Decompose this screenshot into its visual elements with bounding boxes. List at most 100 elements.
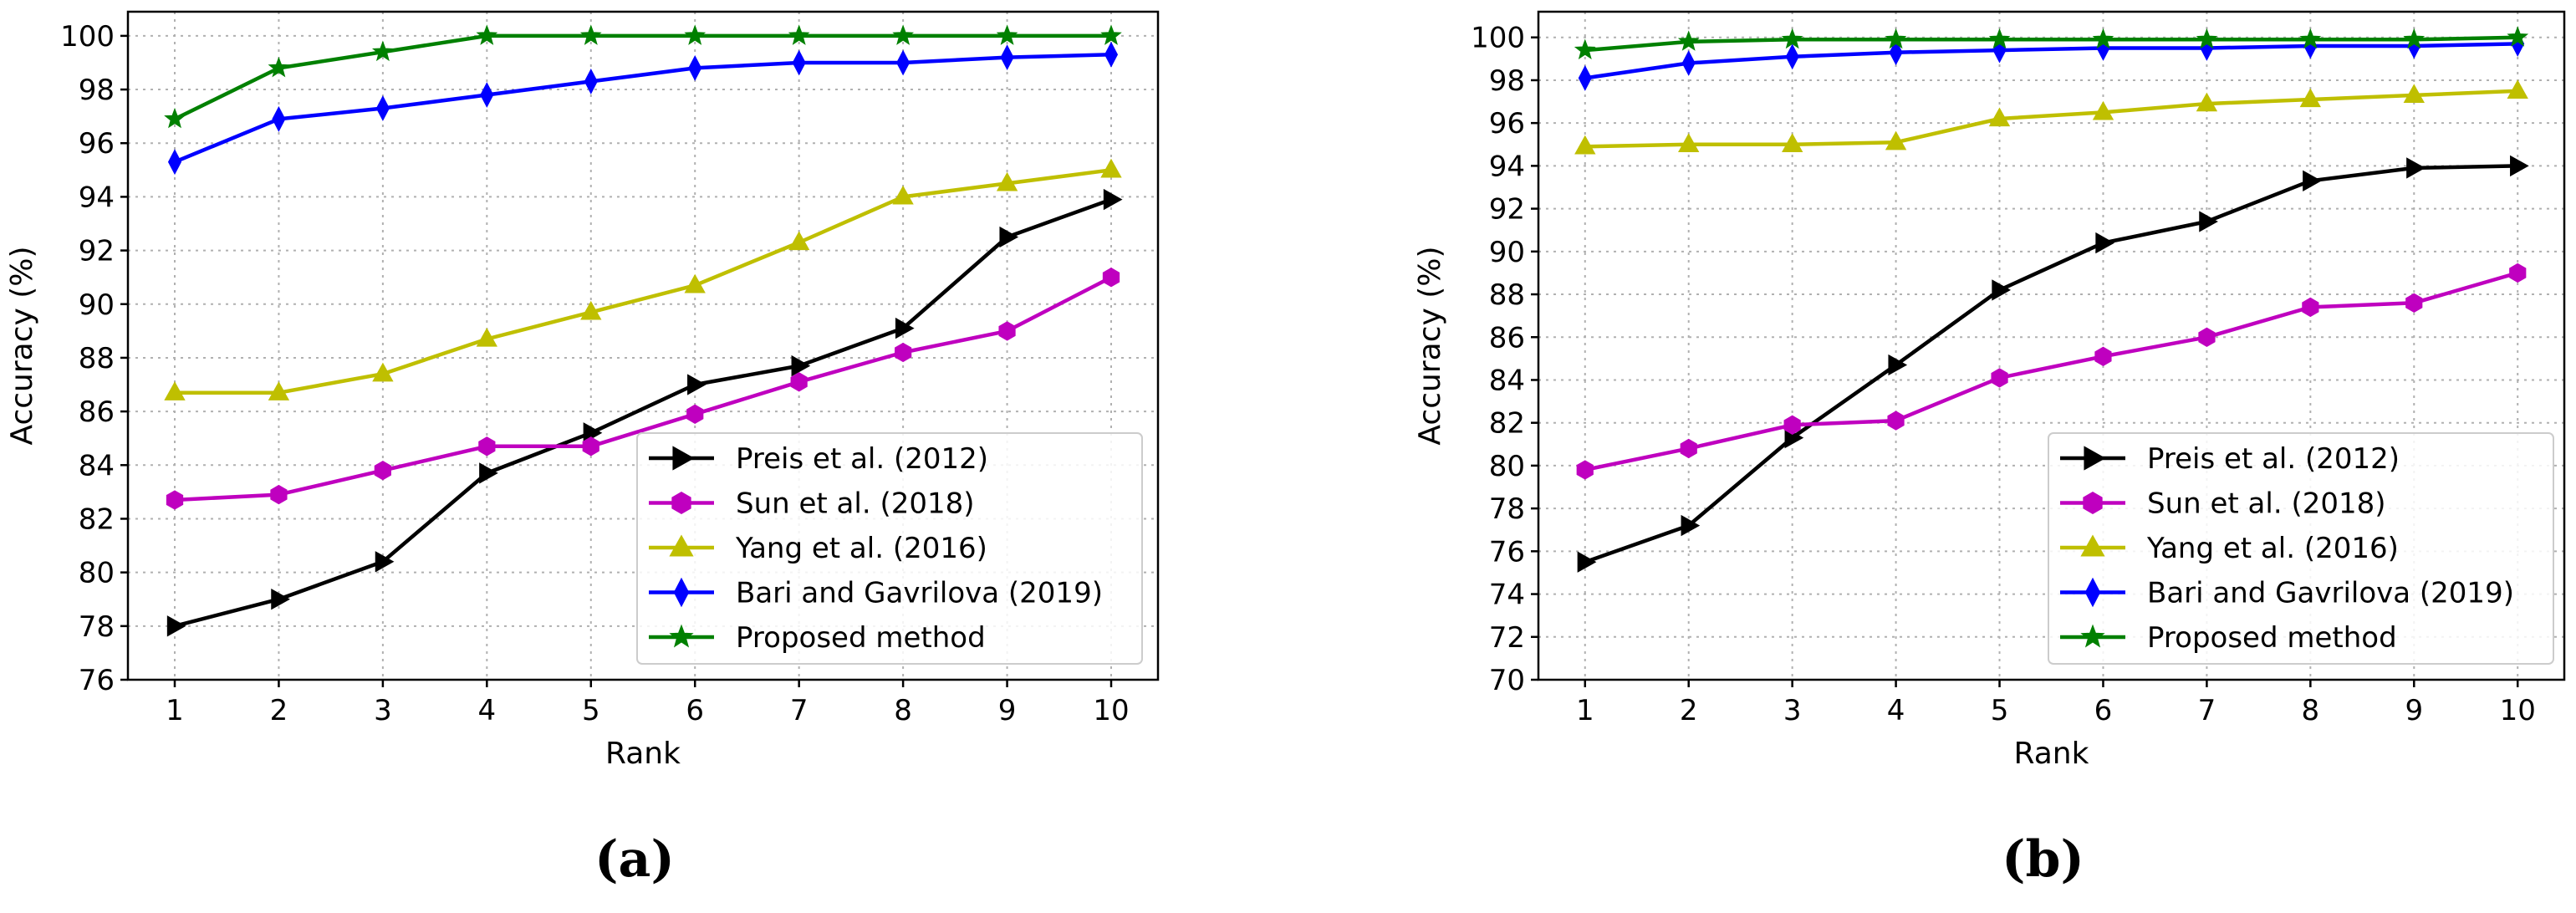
data-point [375, 551, 395, 573]
series-group [164, 24, 1123, 637]
x-tick-label: 8 [894, 694, 912, 727]
x-tick-label: 3 [374, 694, 392, 727]
legend-item: Proposed method [649, 621, 986, 655]
x-tick-label: 4 [478, 694, 497, 727]
data-point [1885, 28, 1907, 49]
panel-label: (a) [594, 830, 675, 889]
series-line [174, 53, 1112, 164]
data-point [2303, 170, 2322, 191]
data-point [1578, 64, 1592, 91]
data-point [2198, 327, 2216, 347]
data-point [2094, 346, 2112, 366]
y-tick-label: 82 [79, 502, 115, 536]
legend-box [2048, 432, 2554, 665]
data-point [1680, 438, 1697, 459]
legend-item: Preis et al. (2012) [649, 442, 988, 476]
legend-marker [2080, 624, 2105, 648]
legend: Preis et al. (2012) Sun et al. (2018) Yang… [2048, 432, 2554, 665]
data-point [2299, 88, 2321, 108]
data-point [2405, 293, 2423, 313]
data-point [998, 321, 1016, 341]
data-point [476, 327, 497, 347]
y-axis: 70 72 74 76 78 80 82 84 86 88 90 92 94 96 98 100 Accurac… [1413, 22, 1538, 697]
data-point [1988, 28, 2011, 49]
legend-label: Bari and Gavrilova (2019) [736, 577, 1103, 610]
data-point [1885, 130, 1907, 150]
data-point [1681, 50, 1696, 76]
series-preis [166, 188, 1123, 637]
data-point [2403, 84, 2425, 104]
x-tick-label: 9 [2405, 694, 2423, 727]
legend-marker [2084, 577, 2101, 608]
y-tick-label: 100 [1471, 22, 1525, 55]
series-yang [164, 158, 1122, 400]
legend-label: Proposed method [736, 621, 986, 655]
data-point [164, 107, 186, 129]
y-tick-label: 88 [79, 342, 115, 375]
y-tick-label: 88 [1489, 278, 1525, 312]
y-tick-label: 76 [79, 664, 115, 697]
x-tick-label: 1 [166, 694, 184, 727]
series-line [1584, 164, 2518, 564]
series-line [1584, 271, 2518, 472]
y-tick-label: 96 [1489, 107, 1525, 140]
data-point [480, 82, 494, 108]
y-tick-label: 76 [1489, 535, 1525, 569]
y-axis: 76 78 80 82 84 86 88 90 92 94 96 98 100 Accuracy (%) [5, 20, 128, 697]
data-point [1574, 38, 1596, 60]
data-point [374, 461, 391, 481]
data-point [2196, 28, 2218, 49]
x-axis-title: Rank [2014, 737, 2089, 771]
data-point [684, 273, 706, 293]
y-tick-label: 84 [79, 449, 115, 482]
data-point [687, 374, 706, 395]
legend-label: Bari and Gavrilova (2019) [2147, 577, 2514, 610]
data-point [792, 49, 806, 76]
legend-item: Yang et al. (2016) [649, 532, 987, 565]
data-point [791, 354, 811, 377]
data-point [1887, 411, 1905, 431]
legend-label: Yang et al. (2016) [735, 532, 987, 565]
legend-marker [669, 624, 694, 648]
series-sun [166, 268, 1120, 510]
data-point [1888, 354, 1908, 376]
data-point [788, 24, 810, 45]
legend-box [636, 432, 1143, 665]
legend-item: Bari and Gavrilova (2019) [649, 577, 1103, 610]
plot-frame [1537, 10, 2566, 681]
data-point [999, 226, 1019, 248]
data-point [688, 54, 702, 81]
data-point [167, 149, 182, 176]
legend-label: Sun et al. (2018) [2147, 487, 2386, 521]
legend-label: Sun et al. (2018) [736, 487, 975, 521]
data-point [2299, 28, 2322, 49]
data-point [686, 404, 704, 424]
x-tick-label: 4 [1887, 694, 1905, 727]
data-point [1102, 268, 1120, 288]
data-point [166, 615, 186, 637]
data-point [372, 362, 394, 382]
legend-label: Yang et al. (2016) [2146, 532, 2399, 565]
series-line [175, 168, 1112, 395]
x-tick-label: 5 [1991, 694, 2009, 727]
legend-marker [673, 577, 690, 608]
x-tick-label: 1 [1576, 694, 1594, 727]
series-proposed [1574, 26, 2529, 60]
x-tick-label: 10 [2500, 694, 2536, 727]
data-point [2507, 79, 2528, 99]
legend-label: Proposed method [2147, 621, 2397, 655]
data-point [1574, 135, 1596, 155]
data-point [1677, 30, 1700, 51]
legend-label: Preis et al. (2012) [2147, 442, 2400, 476]
legend-marker [672, 446, 695, 471]
data-point [892, 24, 915, 45]
data-point [580, 300, 602, 320]
y-tick-label: 98 [79, 74, 115, 107]
x-tick-label: 3 [1783, 694, 1802, 727]
data-point [2095, 232, 2115, 254]
y-tick-label: 70 [1489, 664, 1525, 697]
y-tick-label: 80 [79, 557, 115, 590]
x-axis: 1 2 3 4 5 6 7 8 9 10 Rank [1576, 680, 2536, 771]
data-point [2199, 211, 2218, 232]
